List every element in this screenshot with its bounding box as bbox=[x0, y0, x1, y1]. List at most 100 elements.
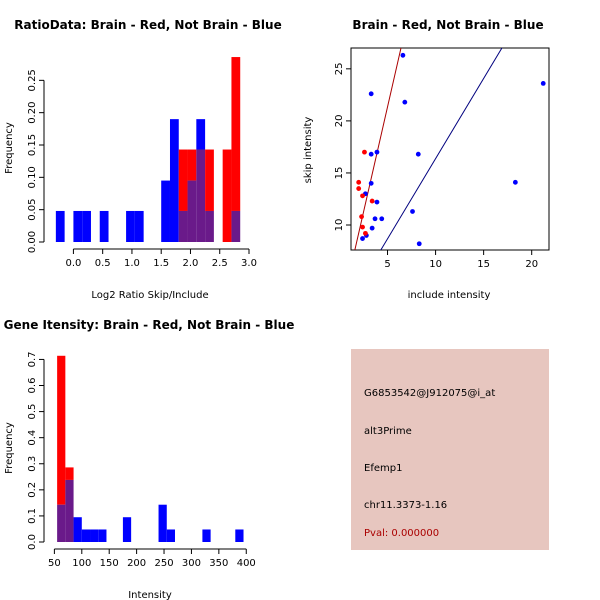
ratio-chart-title: RatioData: Brain - Red, Not Brain - Blue bbox=[14, 18, 281, 32]
ratio-x-tick-label: 0.0 bbox=[65, 258, 81, 269]
ratio-bar-overlap bbox=[187, 180, 197, 242]
ratio-bar-blue bbox=[126, 210, 135, 242]
intensity-bar-blue bbox=[98, 529, 107, 542]
intensity-chart-title: Gene Itensity: Brain - Red, Not Brain - … bbox=[4, 318, 295, 332]
blue-point bbox=[374, 199, 380, 205]
ratio-y-label: Frequency bbox=[4, 122, 15, 174]
blue-regression-line bbox=[380, 48, 503, 250]
ratio-x-tick-label: 1.5 bbox=[153, 258, 169, 269]
intensity-bar-blue bbox=[73, 517, 82, 542]
blue-point bbox=[368, 91, 374, 97]
scatter-plot-frame bbox=[350, 47, 550, 251]
scatter-y-tick-label: 25 bbox=[334, 62, 345, 75]
ratio-x-tick-label: 3.0 bbox=[241, 258, 257, 269]
red-point bbox=[359, 214, 364, 220]
info-panel-background bbox=[351, 349, 549, 550]
blue-point bbox=[369, 225, 375, 231]
ratio-bar-red bbox=[231, 57, 241, 211]
intensity-y-tick-label: 0.7 bbox=[27, 351, 38, 367]
ratio-x-tick-label: 2.5 bbox=[212, 258, 228, 269]
intensity-bar-blue bbox=[166, 529, 175, 542]
intensity-y-tick-label: 0.6 bbox=[27, 378, 38, 394]
intensity-x-label: Intensity bbox=[128, 590, 172, 600]
intensity-y-tick-label: 0.4 bbox=[27, 430, 38, 446]
intensity-bar-blue bbox=[81, 529, 91, 542]
ratio-bar-overlap bbox=[231, 210, 241, 242]
scatter-y-tick-label: 10 bbox=[334, 219, 345, 232]
blue-point bbox=[512, 179, 518, 185]
ratio-y-tick-label: 0.00 bbox=[27, 231, 38, 253]
ratio-bar-red bbox=[187, 149, 197, 181]
intensity-x-tick-label: 250 bbox=[154, 558, 173, 569]
ratio-bar-overlap bbox=[205, 210, 214, 242]
scatter-y-tick-label: 15 bbox=[334, 167, 345, 180]
intensity-y-tick-label: 0.3 bbox=[27, 456, 38, 472]
ratio-x-tick-label: 0.5 bbox=[95, 258, 111, 269]
intensity-y-label: Frequency bbox=[4, 422, 15, 474]
ratio-bar-blue bbox=[99, 210, 109, 242]
event-type: alt3Prime bbox=[364, 426, 412, 437]
blue-point bbox=[540, 81, 546, 86]
info-panel: G6853542@J912075@i_at alt3Prime Efemp1 c… bbox=[351, 349, 549, 550]
intensity-x-tick-label: 300 bbox=[182, 558, 201, 569]
blue-point bbox=[400, 52, 406, 58]
ratio-x-label: Log2 Ratio Skip/Include bbox=[91, 290, 208, 301]
ratio-bar-blue bbox=[169, 119, 179, 242]
ratio-bars bbox=[55, 57, 241, 242]
intensity-bar-overlap bbox=[57, 504, 66, 542]
intensity-bar-blue bbox=[235, 529, 244, 542]
ratio-histogram-panel: RatioData: Brain - Red, Not Brain - Blue… bbox=[4, 18, 282, 301]
ratio-y-tick-label: 0.10 bbox=[27, 166, 38, 188]
intensity-bars bbox=[57, 355, 244, 542]
blue-point bbox=[360, 236, 365, 241]
ratio-bar-red bbox=[222, 149, 232, 242]
intensity-bar-red bbox=[65, 467, 74, 480]
intensity-x-tick-label: 100 bbox=[72, 558, 91, 569]
blue-point bbox=[379, 216, 385, 222]
blue-point bbox=[410, 209, 415, 214]
probe-id: G6853542@J912075@i_at bbox=[364, 388, 495, 399]
red-point bbox=[360, 193, 365, 199]
scatter-x-tick-label: 20 bbox=[525, 259, 538, 270]
intensity-x-tick-label: 50 bbox=[48, 558, 61, 569]
scatter-x-tick-label: 5 bbox=[384, 259, 390, 270]
intensity-scatter-panel: Brain - Red, Not Brain - Blue 5 10 15 20 10 1… bbox=[303, 18, 550, 301]
red-point bbox=[360, 224, 365, 230]
intensity-y-tick-label: 0.5 bbox=[27, 404, 38, 420]
ratio-bar-red bbox=[178, 149, 188, 211]
ratio-bar-overlap bbox=[196, 149, 206, 242]
ratio-bar-blue bbox=[134, 210, 144, 242]
scatter-clipped-group bbox=[354, 48, 546, 250]
ratio-y-tick-label: 0.25 bbox=[27, 69, 38, 91]
ratio-bar-overlap bbox=[178, 210, 188, 242]
intensity-x-tick-label: 150 bbox=[100, 558, 119, 569]
blue-point bbox=[372, 216, 378, 222]
blue-point bbox=[416, 241, 422, 247]
scatter-plot-area bbox=[354, 48, 546, 250]
ratio-y-tick-label: 0.20 bbox=[27, 102, 38, 124]
scatter-x-label: include intensity bbox=[408, 290, 491, 301]
ratio-axes: 0.0 0.5 1.0 1.5 2.0 2.5 3.0 0.00 0.05 0.10 0.15 0.2… bbox=[27, 69, 257, 269]
scatter-chart-title: Brain - Red, Not Brain - Blue bbox=[352, 18, 543, 32]
ratio-x-tick-label: 1.0 bbox=[124, 258, 140, 269]
red-point bbox=[363, 230, 368, 236]
blue-point bbox=[415, 151, 421, 157]
scatter-y-label: skip intensity bbox=[303, 117, 314, 184]
ratio-x-tick-label: 2.0 bbox=[183, 258, 199, 269]
intensity-bar-blue bbox=[90, 529, 99, 542]
intensity-bar-blue bbox=[202, 529, 211, 542]
gene-name: Efemp1 bbox=[364, 463, 402, 474]
ratio-y-tick-label: 0.15 bbox=[27, 134, 38, 156]
p-value: Pval: 0.000000 bbox=[364, 528, 439, 539]
blue-point bbox=[374, 149, 380, 155]
red-point bbox=[356, 179, 362, 185]
genomic-location: chr11.3373-1.16 bbox=[364, 500, 447, 511]
ratio-bar-blue bbox=[196, 119, 206, 150]
intensity-bar-red bbox=[57, 355, 66, 505]
blue-point bbox=[402, 99, 408, 105]
ratio-bar-blue bbox=[161, 180, 170, 242]
ratio-bar-blue bbox=[73, 210, 83, 242]
blue-point bbox=[368, 180, 374, 186]
red-regression-line bbox=[354, 48, 402, 250]
